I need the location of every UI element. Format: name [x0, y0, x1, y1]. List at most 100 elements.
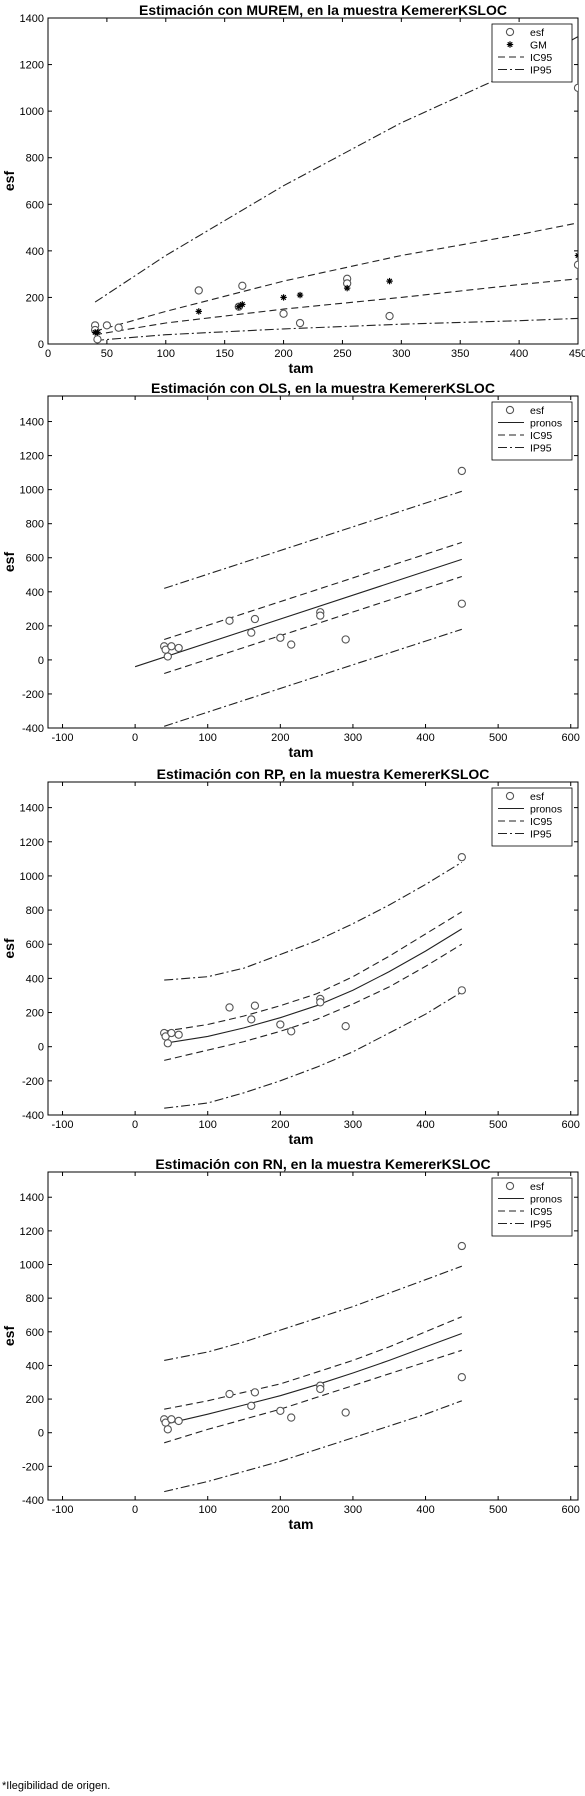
legend-entry-ip95: IP95	[530, 829, 552, 841]
y-tick-label: 200	[26, 1008, 44, 1020]
x-tick-label: -100	[52, 1504, 74, 1516]
series-line-ip95	[164, 861, 463, 981]
x-tick-label: 100	[199, 732, 217, 744]
series-line-pronos	[164, 1332, 462, 1425]
esf-point	[505, 1181, 515, 1191]
gm-point	[280, 294, 287, 301]
legend-entry-ic95: IC95	[530, 52, 552, 64]
x-tick-label: 200	[271, 1119, 289, 1131]
esf-point	[167, 642, 176, 651]
x-tick-label: 0	[132, 1119, 138, 1131]
x-tick-label: 0	[132, 1504, 138, 1516]
chart-title: Estimación con RP, en la muestra Kemerer…	[157, 766, 490, 782]
x-tick-label: 250	[333, 348, 351, 360]
esf-point	[247, 628, 256, 637]
series-line-ic95	[164, 1349, 462, 1444]
y-tick-label: 600	[26, 199, 44, 211]
esf-point	[250, 1001, 260, 1010]
series-line-ic95	[164, 541, 462, 641]
series-line-ic95	[94, 222, 578, 332]
y-tick-label: 600	[26, 1327, 44, 1339]
series-line-ic95	[164, 911, 463, 1032]
plot-frame	[47, 395, 579, 729]
plot-frame	[47, 17, 579, 345]
x-tick-label: 500	[489, 732, 507, 744]
legend-entry-pronos: pronos	[530, 418, 562, 430]
y-tick-label: 200	[26, 621, 44, 633]
esf-point	[573, 83, 578, 93]
x-axis-label: tam	[289, 744, 314, 760]
y-axis-label: esf	[1, 171, 17, 192]
chart-panel-2: Estimación con OLS, en la muestra Kemere…	[1, 380, 580, 760]
y-axis-label: esf	[1, 552, 17, 573]
chart-title: Estimación con RN, en la muestra Kemerer…	[155, 1156, 490, 1172]
esf-point	[174, 1416, 183, 1426]
y-tick-label: 400	[26, 246, 44, 258]
x-tick-label: 200	[271, 732, 289, 744]
x-tick-label: 600	[562, 1504, 580, 1516]
esf-point	[457, 1373, 466, 1382]
y-tick-label: 1000	[20, 871, 44, 883]
x-tick-label: 300	[344, 1119, 362, 1131]
chart-title: Estimación con MUREM, en la muestra Keme…	[139, 2, 507, 18]
y-tick-label: 0	[38, 1042, 44, 1054]
legend-entry-ic95: IC95	[530, 1206, 552, 1218]
legend-entry-ic95: IC95	[530, 816, 552, 828]
x-tick-label: 600	[562, 732, 580, 744]
esf-point	[287, 1413, 296, 1422]
esf-point	[276, 1020, 285, 1029]
y-axis-label: esf	[1, 1326, 17, 1347]
esf-point	[167, 1028, 176, 1038]
series-line-ip95	[164, 490, 462, 589]
series-line-ic95	[95, 278, 578, 336]
x-tick-label: 400	[510, 348, 528, 360]
y-tick-label: 0	[38, 1428, 44, 1440]
plot-area	[160, 852, 466, 1109]
x-tick-label: 300	[344, 1504, 362, 1516]
gm-point	[239, 301, 246, 308]
legend-entry-esf: esf	[530, 791, 544, 803]
esf-point	[163, 1039, 172, 1048]
y-tick-label: 1400	[20, 1192, 44, 1204]
y-tick-label: 400	[26, 973, 44, 985]
esf-point	[174, 1030, 183, 1039]
esf-point	[114, 323, 123, 332]
x-tick-label: 400	[416, 1119, 434, 1131]
x-tick-label: -100	[52, 732, 74, 744]
legend-box	[491, 1177, 573, 1237]
gm-point	[94, 329, 101, 336]
esf-point	[457, 1241, 466, 1251]
esf-point	[457, 986, 466, 995]
legend-entry-esf: esf	[530, 1181, 544, 1193]
x-tick-label: 0	[132, 732, 138, 744]
series-line-pronos	[134, 558, 462, 668]
esf-point	[287, 1027, 296, 1036]
esf-point	[295, 318, 305, 328]
esf-point	[225, 1389, 234, 1399]
x-tick-label: 500	[489, 1119, 507, 1131]
legend-entry-pronos: pronos	[530, 1194, 562, 1206]
legend-entry-ip95: IP95	[530, 443, 552, 455]
series-line-ic95	[164, 575, 462, 675]
esf-point	[341, 635, 350, 644]
y-tick-label: -200	[22, 1461, 44, 1473]
series-line-ip95	[164, 628, 462, 727]
y-tick-label: 1200	[20, 1226, 44, 1238]
series-line-ip95	[164, 991, 463, 1109]
esf-point	[316, 998, 325, 1007]
x-tick-label: 600	[562, 1119, 580, 1131]
y-tick-label: 0	[38, 339, 44, 351]
esf-point	[167, 1415, 176, 1424]
x-tick-label: 350	[451, 348, 469, 360]
plot-area	[90, 36, 578, 344]
x-tick-label: 50	[101, 348, 113, 360]
esf-point	[250, 614, 260, 624]
plot-frame	[47, 781, 579, 1116]
esf-point	[247, 1401, 256, 1410]
esf-point	[505, 405, 515, 415]
esf-point	[573, 260, 578, 269]
y-tick-label: 1400	[20, 417, 44, 429]
